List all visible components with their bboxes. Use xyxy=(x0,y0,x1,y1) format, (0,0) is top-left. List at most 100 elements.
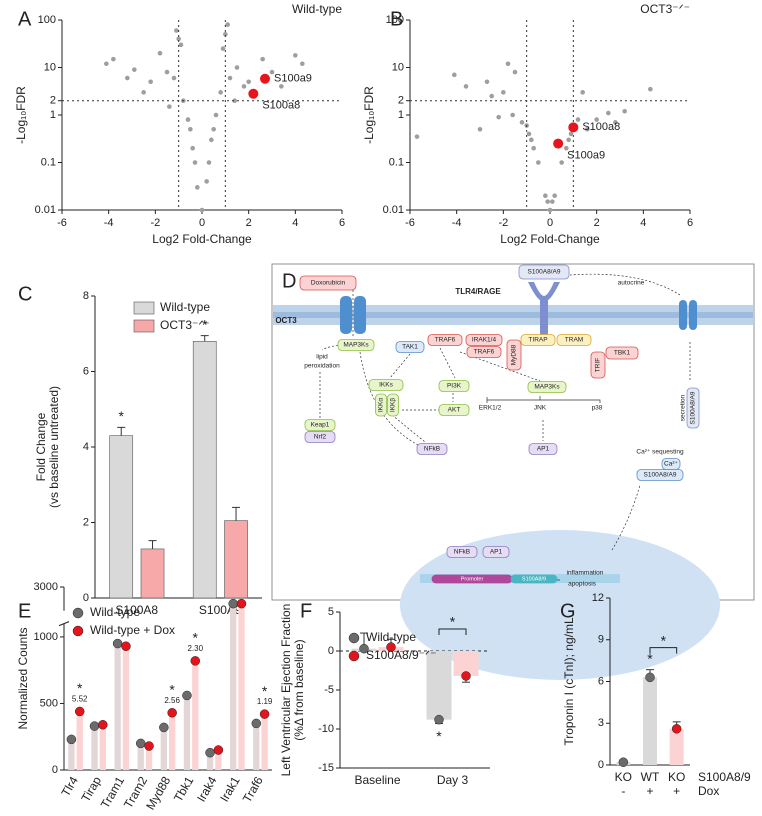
gene-point xyxy=(496,114,501,120)
diagram-label: secretion xyxy=(680,394,687,421)
diagram-label: MAP3Ks xyxy=(343,342,369,349)
x-tick-label: KO xyxy=(615,770,632,784)
x-tick-label: 2 xyxy=(246,217,252,229)
x-tick-label: KO xyxy=(668,770,685,784)
diagram-label: Promoter xyxy=(461,576,484,582)
diagram-label: NFkB xyxy=(454,549,470,556)
gene-point xyxy=(111,56,116,62)
panel-letter: C xyxy=(18,283,32,305)
y-tick-label: 1 xyxy=(50,109,56,121)
legend-marker xyxy=(348,632,360,644)
gene-point xyxy=(164,69,170,75)
diagram-node xyxy=(416,443,448,455)
bar xyxy=(137,743,144,770)
data-point xyxy=(121,641,131,651)
y-axis-label: Left Ventricular Ejection Fraction xyxy=(279,604,293,777)
x-tick-label: Traf6 xyxy=(240,774,266,805)
bar xyxy=(99,724,106,770)
legend-label: Wild-type xyxy=(90,605,140,619)
highlight-point xyxy=(568,122,579,133)
significance-star: * xyxy=(202,316,208,332)
diagram-label: MyD88 xyxy=(511,344,518,365)
y-tick-label: 3000 xyxy=(34,581,58,593)
y-tick-label: 8 xyxy=(83,290,89,302)
gene-point xyxy=(269,69,275,75)
data-point xyxy=(190,656,201,666)
diagram-label: Ca²⁺ sequesting xyxy=(636,449,684,456)
x-tick-label: -6 xyxy=(405,217,415,229)
bar xyxy=(426,651,452,720)
diagram-label: TBK1 xyxy=(614,350,631,357)
gene-point xyxy=(510,112,515,118)
diagram-label: AP1 xyxy=(537,446,550,453)
gene-point xyxy=(232,98,237,104)
panel-letter: B xyxy=(390,8,403,30)
diagram-label: IKKs xyxy=(379,382,393,389)
x-tick-label: WT xyxy=(641,770,660,784)
x-tick-label: 4 xyxy=(640,217,646,229)
bar xyxy=(238,603,245,770)
row-label: Dox xyxy=(698,784,719,798)
diagram-label: TRIF xyxy=(595,358,602,372)
bar xyxy=(140,548,165,599)
arrow xyxy=(611,484,641,551)
diagram-node xyxy=(510,574,558,584)
diagram-node xyxy=(337,339,375,351)
y-tick-label: 2 xyxy=(50,95,56,107)
membrane-core xyxy=(273,312,753,318)
data-point xyxy=(66,734,77,745)
gene-point xyxy=(190,145,195,151)
gene-point xyxy=(220,46,226,51)
legend-label: S100A8/9⁻ᐟ⁻ xyxy=(366,648,436,662)
x-tick-label: + xyxy=(646,784,653,798)
gene-point xyxy=(585,126,590,132)
x-tick-label: Tlr4 xyxy=(58,774,81,799)
highlight-label: S100a8 xyxy=(582,121,620,133)
legend-marker xyxy=(72,607,84,619)
y-tick-label: 0.1 xyxy=(41,156,56,168)
data-point xyxy=(359,643,369,654)
data-point xyxy=(144,741,154,751)
diagram-node xyxy=(527,381,567,393)
x-tick-label: 0 xyxy=(547,217,553,229)
y-axis-label: -Log₁₀FDR xyxy=(362,86,376,144)
gene-point xyxy=(141,90,146,95)
data-point xyxy=(259,709,270,719)
highlight-point xyxy=(553,138,564,149)
data-point xyxy=(74,706,85,717)
y-tick-label: 6 xyxy=(598,675,604,687)
data-point xyxy=(182,690,192,701)
diagram-label: MAP3Ks xyxy=(534,384,560,391)
data-point xyxy=(434,714,444,725)
diagram-node xyxy=(387,393,399,417)
diagram-label: Ca²⁺ xyxy=(664,461,678,468)
gene-point xyxy=(606,110,611,116)
diagram-label: TRAF6 xyxy=(435,337,456,344)
y-tick-label: 1 xyxy=(398,109,404,121)
gene-point xyxy=(519,120,525,125)
y-tick-label: 3 xyxy=(598,717,604,729)
diagram-node xyxy=(304,431,336,443)
gene-point xyxy=(580,90,585,95)
y-axis-label: Troponin I (cTnI); ng/mL xyxy=(562,617,576,746)
data-point xyxy=(461,671,471,681)
legend-label: Wild-type + Dox xyxy=(90,623,175,637)
diagram-label: autocrine xyxy=(618,280,645,287)
data-point xyxy=(112,638,123,649)
y-axis-label: Normalized Counts xyxy=(16,627,30,729)
row-label: S100A8/9 xyxy=(698,770,751,784)
bar xyxy=(114,643,121,770)
gene-point xyxy=(260,56,265,62)
bar xyxy=(76,711,83,770)
x-axis-label: Log2 Fold-Change xyxy=(500,232,600,246)
x-tick-label: 6 xyxy=(339,217,345,229)
arrow xyxy=(321,344,351,351)
bar xyxy=(109,435,134,599)
y-tick-label: 6 xyxy=(83,365,89,377)
panel-letter: A xyxy=(18,8,32,30)
gene-point xyxy=(501,90,506,95)
y-tick-label: 0.1 xyxy=(389,156,404,168)
diagram-label: IKKα xyxy=(378,398,385,412)
diagram-label: apoptosis xyxy=(568,581,597,588)
